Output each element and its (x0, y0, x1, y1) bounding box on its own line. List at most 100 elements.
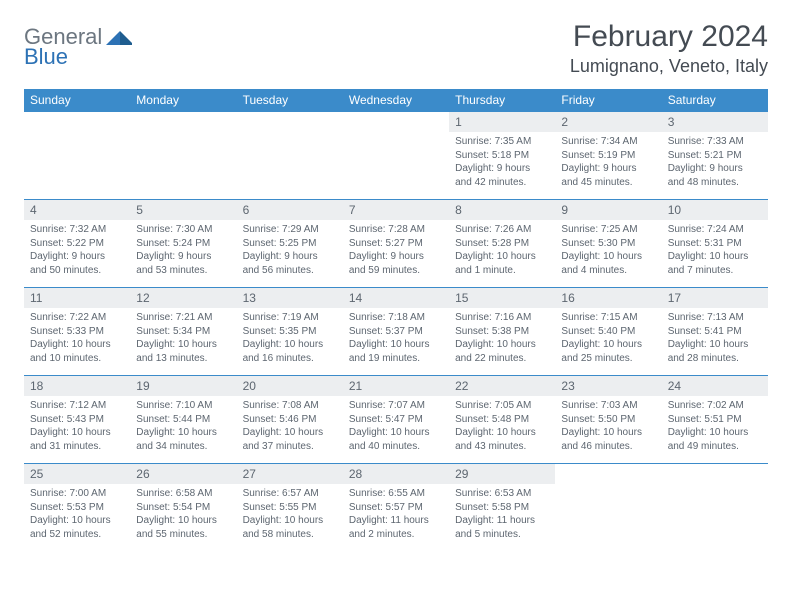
weekday-header: Thursday (449, 89, 555, 112)
day-details: Sunrise: 6:57 AMSunset: 5:55 PMDaylight:… (237, 484, 343, 547)
calendar-cell: 4Sunrise: 7:32 AMSunset: 5:22 PMDaylight… (24, 200, 130, 288)
day-details: Sunrise: 7:12 AMSunset: 5:43 PMDaylight:… (24, 396, 130, 459)
day-number: 17 (662, 288, 768, 308)
calendar-cell: 14Sunrise: 7:18 AMSunset: 5:37 PMDayligh… (343, 288, 449, 376)
day-number: 12 (130, 288, 236, 308)
day-details: Sunrise: 7:35 AMSunset: 5:18 PMDaylight:… (449, 132, 555, 195)
calendar-cell: 10Sunrise: 7:24 AMSunset: 5:31 PMDayligh… (662, 200, 768, 288)
day-details: Sunrise: 7:16 AMSunset: 5:38 PMDaylight:… (449, 308, 555, 371)
location-label: Lumignano, Veneto, Italy (570, 56, 768, 77)
weekday-header: Tuesday (237, 89, 343, 112)
day-number: 21 (343, 376, 449, 396)
calendar-page: General February 2024 Lumignano, Veneto,… (0, 0, 792, 572)
calendar-cell: 5Sunrise: 7:30 AMSunset: 5:24 PMDaylight… (130, 200, 236, 288)
calendar-head: SundayMondayTuesdayWednesdayThursdayFrid… (24, 89, 768, 112)
calendar-cell: 7Sunrise: 7:28 AMSunset: 5:27 PMDaylight… (343, 200, 449, 288)
calendar-cell: 17Sunrise: 7:13 AMSunset: 5:41 PMDayligh… (662, 288, 768, 376)
calendar-cell: 9Sunrise: 7:25 AMSunset: 5:30 PMDaylight… (555, 200, 661, 288)
day-number: 16 (555, 288, 661, 308)
calendar-cell: 29Sunrise: 6:53 AMSunset: 5:58 PMDayligh… (449, 464, 555, 552)
calendar-cell (130, 112, 236, 200)
calendar-cell: 1Sunrise: 7:35 AMSunset: 5:18 PMDaylight… (449, 112, 555, 200)
day-number: 20 (237, 376, 343, 396)
day-details: Sunrise: 6:53 AMSunset: 5:58 PMDaylight:… (449, 484, 555, 547)
day-number: 2 (555, 112, 661, 132)
weekday-header: Monday (130, 89, 236, 112)
day-details: Sunrise: 7:25 AMSunset: 5:30 PMDaylight:… (555, 220, 661, 283)
calendar-cell: 8Sunrise: 7:26 AMSunset: 5:28 PMDaylight… (449, 200, 555, 288)
calendar-cell: 2Sunrise: 7:34 AMSunset: 5:19 PMDaylight… (555, 112, 661, 200)
day-number: 9 (555, 200, 661, 220)
calendar-cell: 13Sunrise: 7:19 AMSunset: 5:35 PMDayligh… (237, 288, 343, 376)
calendar-row: 4Sunrise: 7:32 AMSunset: 5:22 PMDaylight… (24, 200, 768, 288)
calendar-cell (24, 112, 130, 200)
calendar-cell: 11Sunrise: 7:22 AMSunset: 5:33 PMDayligh… (24, 288, 130, 376)
day-number: 10 (662, 200, 768, 220)
day-number: 19 (130, 376, 236, 396)
day-number: 4 (24, 200, 130, 220)
day-number: 23 (555, 376, 661, 396)
calendar-cell: 23Sunrise: 7:03 AMSunset: 5:50 PMDayligh… (555, 376, 661, 464)
day-number: 13 (237, 288, 343, 308)
day-number: 24 (662, 376, 768, 396)
day-number: 5 (130, 200, 236, 220)
day-details: Sunrise: 7:24 AMSunset: 5:31 PMDaylight:… (662, 220, 768, 283)
day-details: Sunrise: 7:19 AMSunset: 5:35 PMDaylight:… (237, 308, 343, 371)
calendar-row: 11Sunrise: 7:22 AMSunset: 5:33 PMDayligh… (24, 288, 768, 376)
day-details: Sunrise: 7:29 AMSunset: 5:25 PMDaylight:… (237, 220, 343, 283)
page-header: General February 2024 Lumignano, Veneto,… (24, 20, 768, 77)
day-details: Sunrise: 7:32 AMSunset: 5:22 PMDaylight:… (24, 220, 130, 283)
day-number: 25 (24, 464, 130, 484)
day-number: 29 (449, 464, 555, 484)
day-number: 18 (24, 376, 130, 396)
day-number: 27 (237, 464, 343, 484)
day-details: Sunrise: 7:21 AMSunset: 5:34 PMDaylight:… (130, 308, 236, 371)
day-number: 15 (449, 288, 555, 308)
day-details: Sunrise: 7:15 AMSunset: 5:40 PMDaylight:… (555, 308, 661, 371)
day-details: Sunrise: 7:22 AMSunset: 5:33 PMDaylight:… (24, 308, 130, 371)
calendar-cell: 12Sunrise: 7:21 AMSunset: 5:34 PMDayligh… (130, 288, 236, 376)
brand-part2: Blue (24, 44, 68, 69)
day-details: Sunrise: 7:26 AMSunset: 5:28 PMDaylight:… (449, 220, 555, 283)
calendar-cell: 28Sunrise: 6:55 AMSunset: 5:57 PMDayligh… (343, 464, 449, 552)
calendar-row: 18Sunrise: 7:12 AMSunset: 5:43 PMDayligh… (24, 376, 768, 464)
day-details: Sunrise: 7:18 AMSunset: 5:37 PMDaylight:… (343, 308, 449, 371)
day-number: 28 (343, 464, 449, 484)
weekday-header: Sunday (24, 89, 130, 112)
calendar-cell (343, 112, 449, 200)
brand-part2-wrap: Blue (24, 44, 68, 70)
brand-mark-icon (106, 27, 132, 47)
calendar-cell (555, 464, 661, 552)
day-details: Sunrise: 7:13 AMSunset: 5:41 PMDaylight:… (662, 308, 768, 371)
calendar-table: SundayMondayTuesdayWednesdayThursdayFrid… (24, 89, 768, 552)
weekday-header: Wednesday (343, 89, 449, 112)
calendar-cell (662, 464, 768, 552)
weekday-row: SundayMondayTuesdayWednesdayThursdayFrid… (24, 89, 768, 112)
day-details: Sunrise: 6:55 AMSunset: 5:57 PMDaylight:… (343, 484, 449, 547)
calendar-cell: 3Sunrise: 7:33 AMSunset: 5:21 PMDaylight… (662, 112, 768, 200)
day-number: 3 (662, 112, 768, 132)
day-details: Sunrise: 6:58 AMSunset: 5:54 PMDaylight:… (130, 484, 236, 547)
day-details: Sunrise: 7:07 AMSunset: 5:47 PMDaylight:… (343, 396, 449, 459)
calendar-cell: 20Sunrise: 7:08 AMSunset: 5:46 PMDayligh… (237, 376, 343, 464)
day-details: Sunrise: 7:34 AMSunset: 5:19 PMDaylight:… (555, 132, 661, 195)
calendar-cell: 6Sunrise: 7:29 AMSunset: 5:25 PMDaylight… (237, 200, 343, 288)
day-number: 11 (24, 288, 130, 308)
day-number: 7 (343, 200, 449, 220)
day-details: Sunrise: 7:05 AMSunset: 5:48 PMDaylight:… (449, 396, 555, 459)
calendar-cell (237, 112, 343, 200)
day-number: 6 (237, 200, 343, 220)
day-details: Sunrise: 7:10 AMSunset: 5:44 PMDaylight:… (130, 396, 236, 459)
day-details: Sunrise: 7:03 AMSunset: 5:50 PMDaylight:… (555, 396, 661, 459)
day-details: Sunrise: 7:28 AMSunset: 5:27 PMDaylight:… (343, 220, 449, 283)
calendar-row: 1Sunrise: 7:35 AMSunset: 5:18 PMDaylight… (24, 112, 768, 200)
day-number: 8 (449, 200, 555, 220)
calendar-cell: 26Sunrise: 6:58 AMSunset: 5:54 PMDayligh… (130, 464, 236, 552)
day-details: Sunrise: 7:02 AMSunset: 5:51 PMDaylight:… (662, 396, 768, 459)
weekday-header: Friday (555, 89, 661, 112)
day-number: 1 (449, 112, 555, 132)
calendar-cell: 24Sunrise: 7:02 AMSunset: 5:51 PMDayligh… (662, 376, 768, 464)
day-number: 22 (449, 376, 555, 396)
calendar-cell: 22Sunrise: 7:05 AMSunset: 5:48 PMDayligh… (449, 376, 555, 464)
weekday-header: Saturday (662, 89, 768, 112)
